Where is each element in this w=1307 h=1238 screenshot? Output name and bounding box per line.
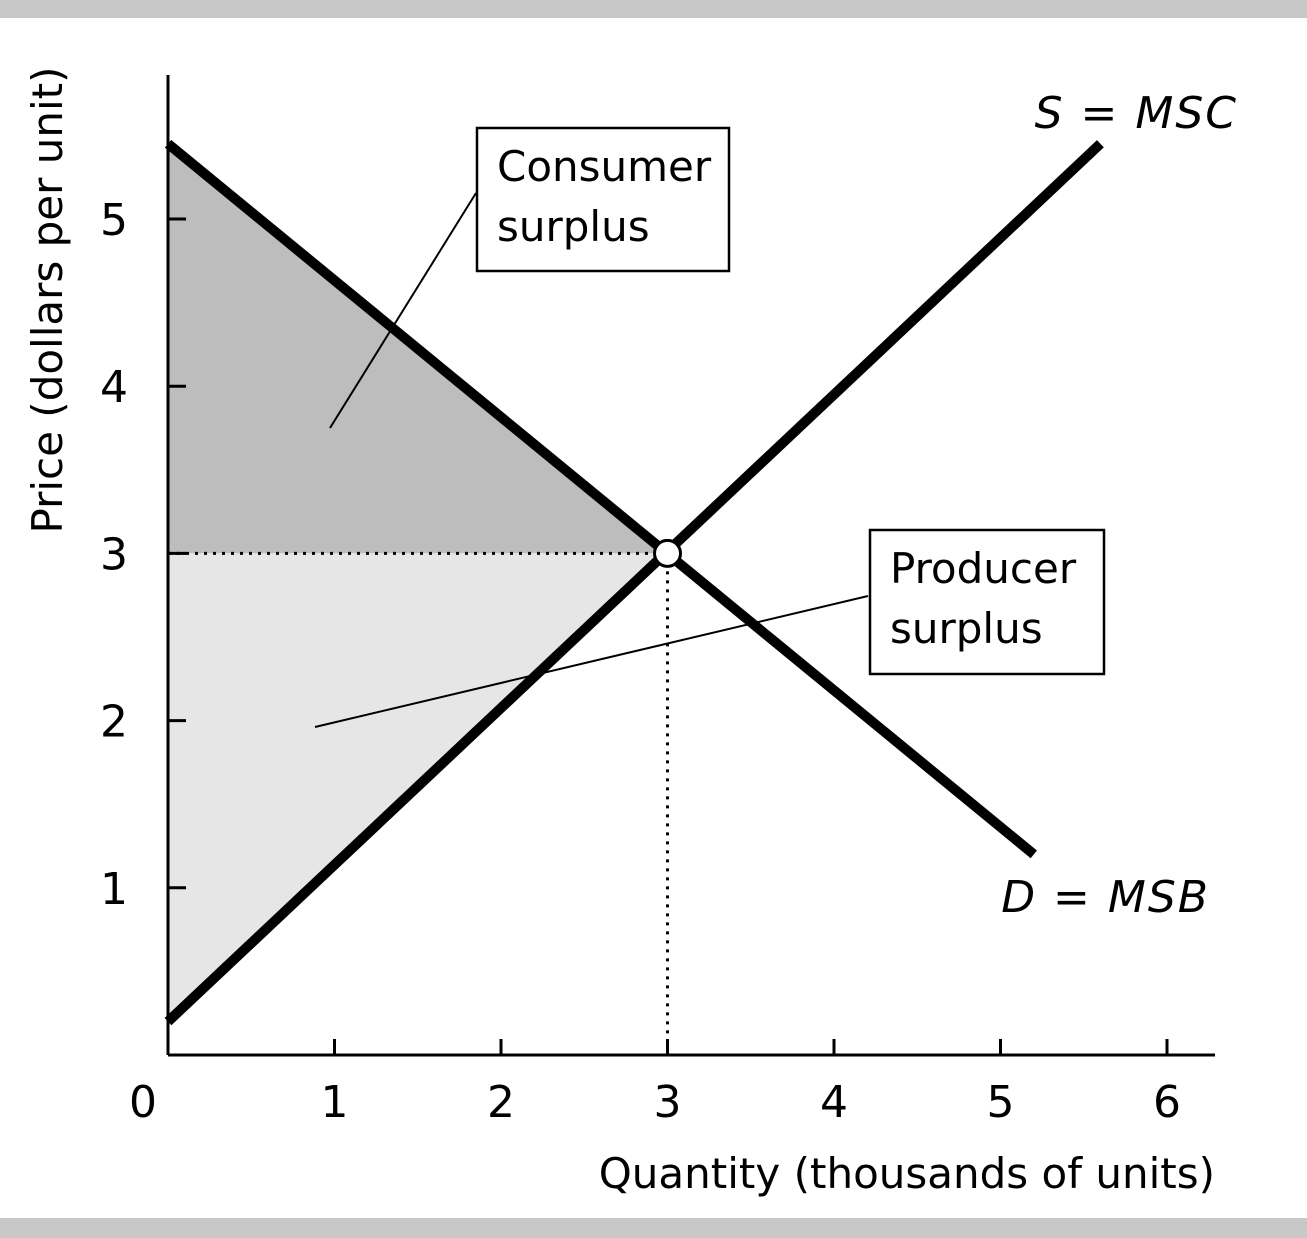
- y-tick-label-3: 3: [100, 529, 128, 580]
- producer-surplus-callout-text-line-1: Producer: [890, 544, 1077, 593]
- origin-label: 0: [129, 1077, 157, 1128]
- producer-surplus-callout-text-line-2: surplus: [890, 604, 1043, 653]
- y-tick-label-2: 2: [100, 697, 128, 748]
- y-axis-title: Price (dollars per unit): [23, 66, 72, 533]
- x-axis-title: Quantity (thousands of units): [599, 1149, 1215, 1198]
- y-tick-label-1: 1: [100, 864, 128, 915]
- x-tick-label-2: 2: [487, 1077, 515, 1128]
- consumer-surplus-callout-box: [475, 126, 731, 273]
- y-tick-label-5: 5: [100, 195, 128, 246]
- consumer-surplus-callout-line: [329, 192, 477, 429]
- consumer-surplus-callout-text-line-2: surplus: [497, 202, 650, 251]
- bottom-band: [0, 1218, 1307, 1238]
- labels: S = MSC D = MSB Consumer surplus Producer sur…: [475, 88, 1238, 923]
- x-tick-label-6: 6: [1153, 1077, 1181, 1128]
- producer-surplus-callout-box: [868, 528, 1106, 676]
- callout-lines: [314, 192, 869, 728]
- demand-curve-label: D = MSB: [1001, 872, 1210, 923]
- equilibrium-point: [653, 538, 682, 568]
- demand-curve: [164, 139, 1037, 859]
- consumer-surplus-callout-text-line-1: Consumer: [497, 142, 712, 191]
- equilibrium-marker-group: [653, 538, 682, 568]
- x-tick-label-3: 3: [654, 1077, 682, 1128]
- x-tick-label-4: 4: [820, 1077, 848, 1128]
- equilibrium-guides: [168, 551, 669, 1055]
- supply-curve-label: S = MSC: [1035, 88, 1238, 139]
- supply-curve: [164, 140, 1104, 1026]
- producer-surplus-callout-line: [314, 595, 869, 728]
- curves: [164, 139, 1104, 1026]
- axes: 1 2 3 4 5 6 1 2 3 4 5 0 Quantity (thousands of units…: [23, 66, 1215, 1198]
- x-tick-label-1: 1: [321, 1077, 349, 1128]
- surplus-areas: [168, 143, 668, 1022]
- x-tick-label-5: 5: [987, 1077, 1015, 1128]
- y-tick-label-4: 4: [100, 362, 128, 413]
- top-band: [0, 0, 1307, 18]
